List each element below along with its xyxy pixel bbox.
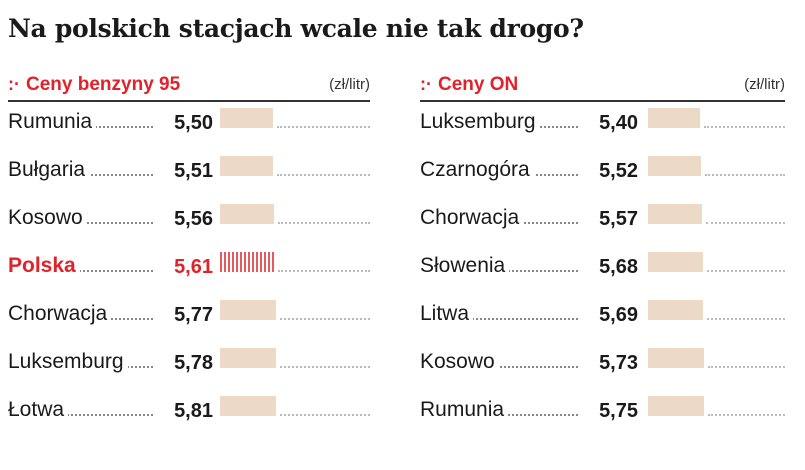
value-label: 5,52 [599,160,638,182]
value-label: 5,50 [174,112,213,134]
bar [648,156,701,176]
bar-row: Kosowo 5,73 [420,342,785,390]
bar [220,300,276,320]
panel-title: Ceny ON [438,74,519,95]
row-guide [277,126,370,128]
row-guide [278,270,370,272]
category-label: Litwa [420,302,474,326]
category-label: Kosowo [420,350,499,374]
value-label: 5,75 [599,400,638,422]
value-label: 5,81 [174,400,213,422]
row-guide [277,174,370,176]
bar-row: Litwa 5,69 [420,294,785,342]
value-label: 5,40 [599,112,638,134]
row-guide [704,126,785,128]
value-label: 5,61 [174,256,213,278]
row-guide [706,222,785,224]
category-label: Słowenia [420,254,510,278]
bar-row: Rumunia 5,50 [8,102,370,150]
category-label: Rumunia [420,398,509,422]
value-label: 5,78 [174,352,213,374]
bar-row: Luksemburg 5,78 [8,342,370,390]
panel-diesel: :· Ceny ON (zł/litr) Luksemburg 5,40 Czarn… [420,70,785,470]
value-label: 5,68 [599,256,638,278]
bar-row: Luksemburg 5,40 [420,102,785,150]
category-label: Bułgaria [8,158,90,182]
value-label: 5,69 [599,304,638,326]
bar [220,156,273,176]
row-guide [708,366,785,368]
bar [220,396,276,416]
bar [220,252,274,272]
arrow-marker-icon: :· [420,74,432,94]
value-label: 5,51 [174,160,213,182]
value-label: 5,77 [174,304,213,326]
row-guide [280,366,370,368]
bar [648,348,704,368]
category-label: Rumunia [8,110,97,134]
bar-row: Chorwacja 5,57 [420,198,785,246]
category-label: Łotwa [8,398,69,422]
row-guide [280,414,370,416]
category-label: Luksemburg [8,350,128,374]
category-label: Chorwacja [420,206,524,230]
bar [220,204,274,224]
arrow-marker-icon: :· [8,74,20,94]
bar-row: Chorwacja 5,77 [8,294,370,342]
bar-row: Polska 5,61 [8,246,370,294]
value-label: 5,57 [599,208,638,230]
bar-row: Kosowo 5,56 [8,198,370,246]
row-guide [707,270,785,272]
category-label: Luksemburg [420,110,540,134]
row-guide [705,174,785,176]
bar-rows: Rumunia 5,50 Bułgaria 5,51 Kosowo 5,56 Polska 5… [8,102,370,438]
value-label: 5,73 [599,352,638,374]
bar [648,300,703,320]
bar [648,252,703,272]
leader-dots [420,318,578,320]
row-guide [280,318,370,320]
leader-dots [420,366,578,368]
unit-label: (zł/litr) [744,76,785,93]
bar-row: Czarnogóra 5,52 [420,150,785,198]
bar [220,108,273,128]
bar-rows: Luksemburg 5,40 Czarnogóra 5,52 Chorwacja 5,5… [420,102,785,438]
bar-row: Łotwa 5,81 [8,390,370,438]
bar [220,348,276,368]
leader-dots [8,414,153,416]
chart-title: Na polskich stacjach wcale nie tak drogo… [8,14,584,43]
category-label: Kosowo [8,206,87,230]
bar [648,204,702,224]
bar [648,396,704,416]
panel-header: :· Ceny benzyny 95 (zł/litr) [8,70,370,102]
leader-dots [8,270,153,272]
value-label: 5,56 [174,208,213,230]
category-label: Czarnogóra [420,158,534,182]
row-guide [707,318,785,320]
row-guide [708,414,785,416]
bar-row: Słowenia 5,68 [420,246,785,294]
panel-petrol: :· Ceny benzyny 95 (zł/litr) Rumunia 5,50… [8,70,370,470]
bar [648,108,700,128]
category-label: Polska [8,254,80,278]
row-guide [278,222,370,224]
panel-title: Ceny benzyny 95 [26,74,181,95]
unit-label: (zł/litr) [329,76,370,93]
panel-header: :· Ceny ON (zł/litr) [420,70,785,102]
bar-row: Bułgaria 5,51 [8,150,370,198]
category-label: Chorwacja [8,302,112,326]
bar-row: Rumunia 5,75 [420,390,785,438]
